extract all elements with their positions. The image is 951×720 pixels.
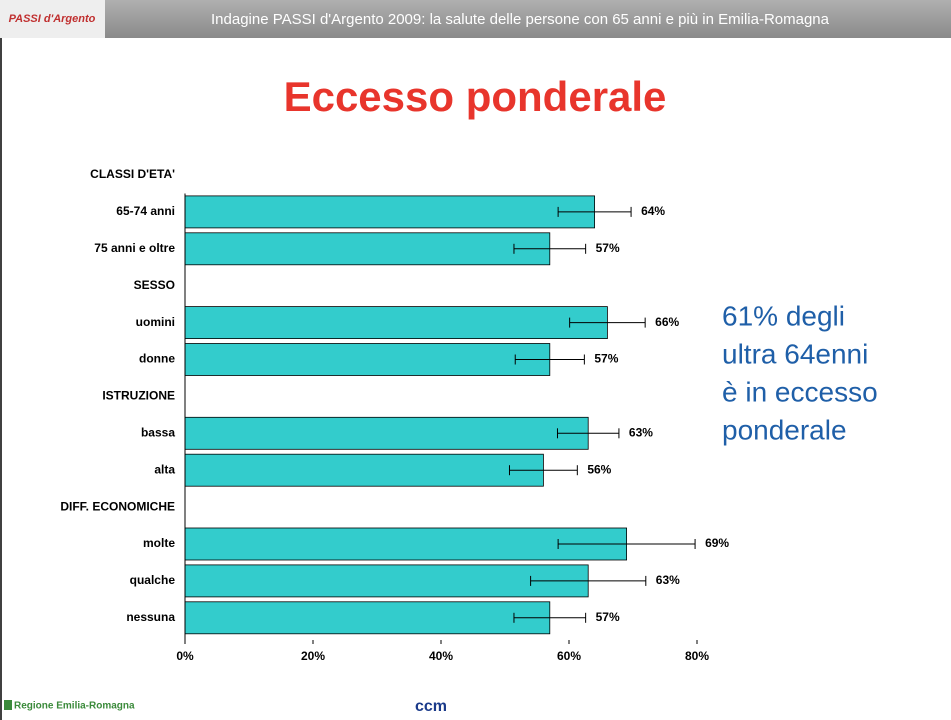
y-tick-label: bassa	[141, 425, 175, 439]
data-label: 57%	[596, 241, 620, 255]
annotation: 61% degli ultra 64enni è in eccesso pond…	[722, 300, 878, 445]
annotation-line: ultra 64enni	[722, 338, 868, 369]
y-tick-label: CLASSI D'ETA'	[90, 167, 175, 181]
y-tick-label: uomini	[136, 315, 175, 329]
bar	[184, 453, 544, 487]
data-label: 63%	[656, 573, 680, 587]
data-label: 57%	[596, 610, 620, 624]
bar	[184, 232, 551, 266]
header-title: Indagine PASSI d'Argento 2009: la salute…	[211, 11, 830, 28]
x-tick-label: 60%	[557, 649, 581, 663]
x-tick-label: 40%	[429, 649, 453, 663]
bar	[184, 416, 589, 450]
bar	[184, 306, 608, 340]
x-tick-label: 0%	[176, 649, 194, 663]
header-bar	[0, 0, 951, 38]
logo: PASSI d'Argento	[9, 13, 96, 25]
y-tick-label: SESSO	[134, 278, 175, 292]
data-label: 64%	[641, 204, 665, 218]
annotation-line: è in eccesso	[722, 376, 878, 407]
footer-logo: Regione Emilia-Romagna	[14, 701, 135, 712]
y-tick-label: donne	[139, 352, 175, 366]
data-label: 69%	[705, 536, 729, 550]
footer-logo: ccm	[415, 698, 447, 715]
y-tick-label: molte	[143, 536, 175, 550]
y-tick-label: alta	[154, 462, 175, 476]
y-tick-label: nessuna	[126, 610, 175, 624]
y-tick-label: DIFF. ECONOMICHE	[60, 499, 175, 513]
data-label: 66%	[655, 315, 679, 329]
x-tick-label: 20%	[301, 649, 325, 663]
y-tick-label: qualche	[130, 573, 176, 587]
chart-title: Eccesso ponderale	[284, 73, 667, 120]
y-tick-label: 65-74 anni	[116, 204, 175, 218]
bar	[184, 564, 589, 598]
x-tick-label: 80%	[685, 649, 709, 663]
data-label: 57%	[594, 352, 618, 366]
bar	[184, 343, 551, 376]
footer-logo-icon	[4, 700, 12, 710]
data-label: 63%	[629, 425, 653, 439]
bar	[184, 601, 551, 635]
data-label: 56%	[587, 462, 611, 476]
bar	[184, 527, 628, 561]
chart: 0% 20% 40% 60% 80% CLASSI D'ETA' 65-74 anni 64%…	[60, 167, 729, 663]
annotation-line: 61% degli	[722, 300, 845, 331]
logo-box	[0, 0, 105, 38]
y-tick-label: 75 anni e oltre	[94, 241, 175, 255]
bar	[184, 195, 596, 229]
y-tick-label: ISTRUZIONE	[102, 389, 175, 403]
annotation-line: ponderale	[722, 414, 847, 445]
